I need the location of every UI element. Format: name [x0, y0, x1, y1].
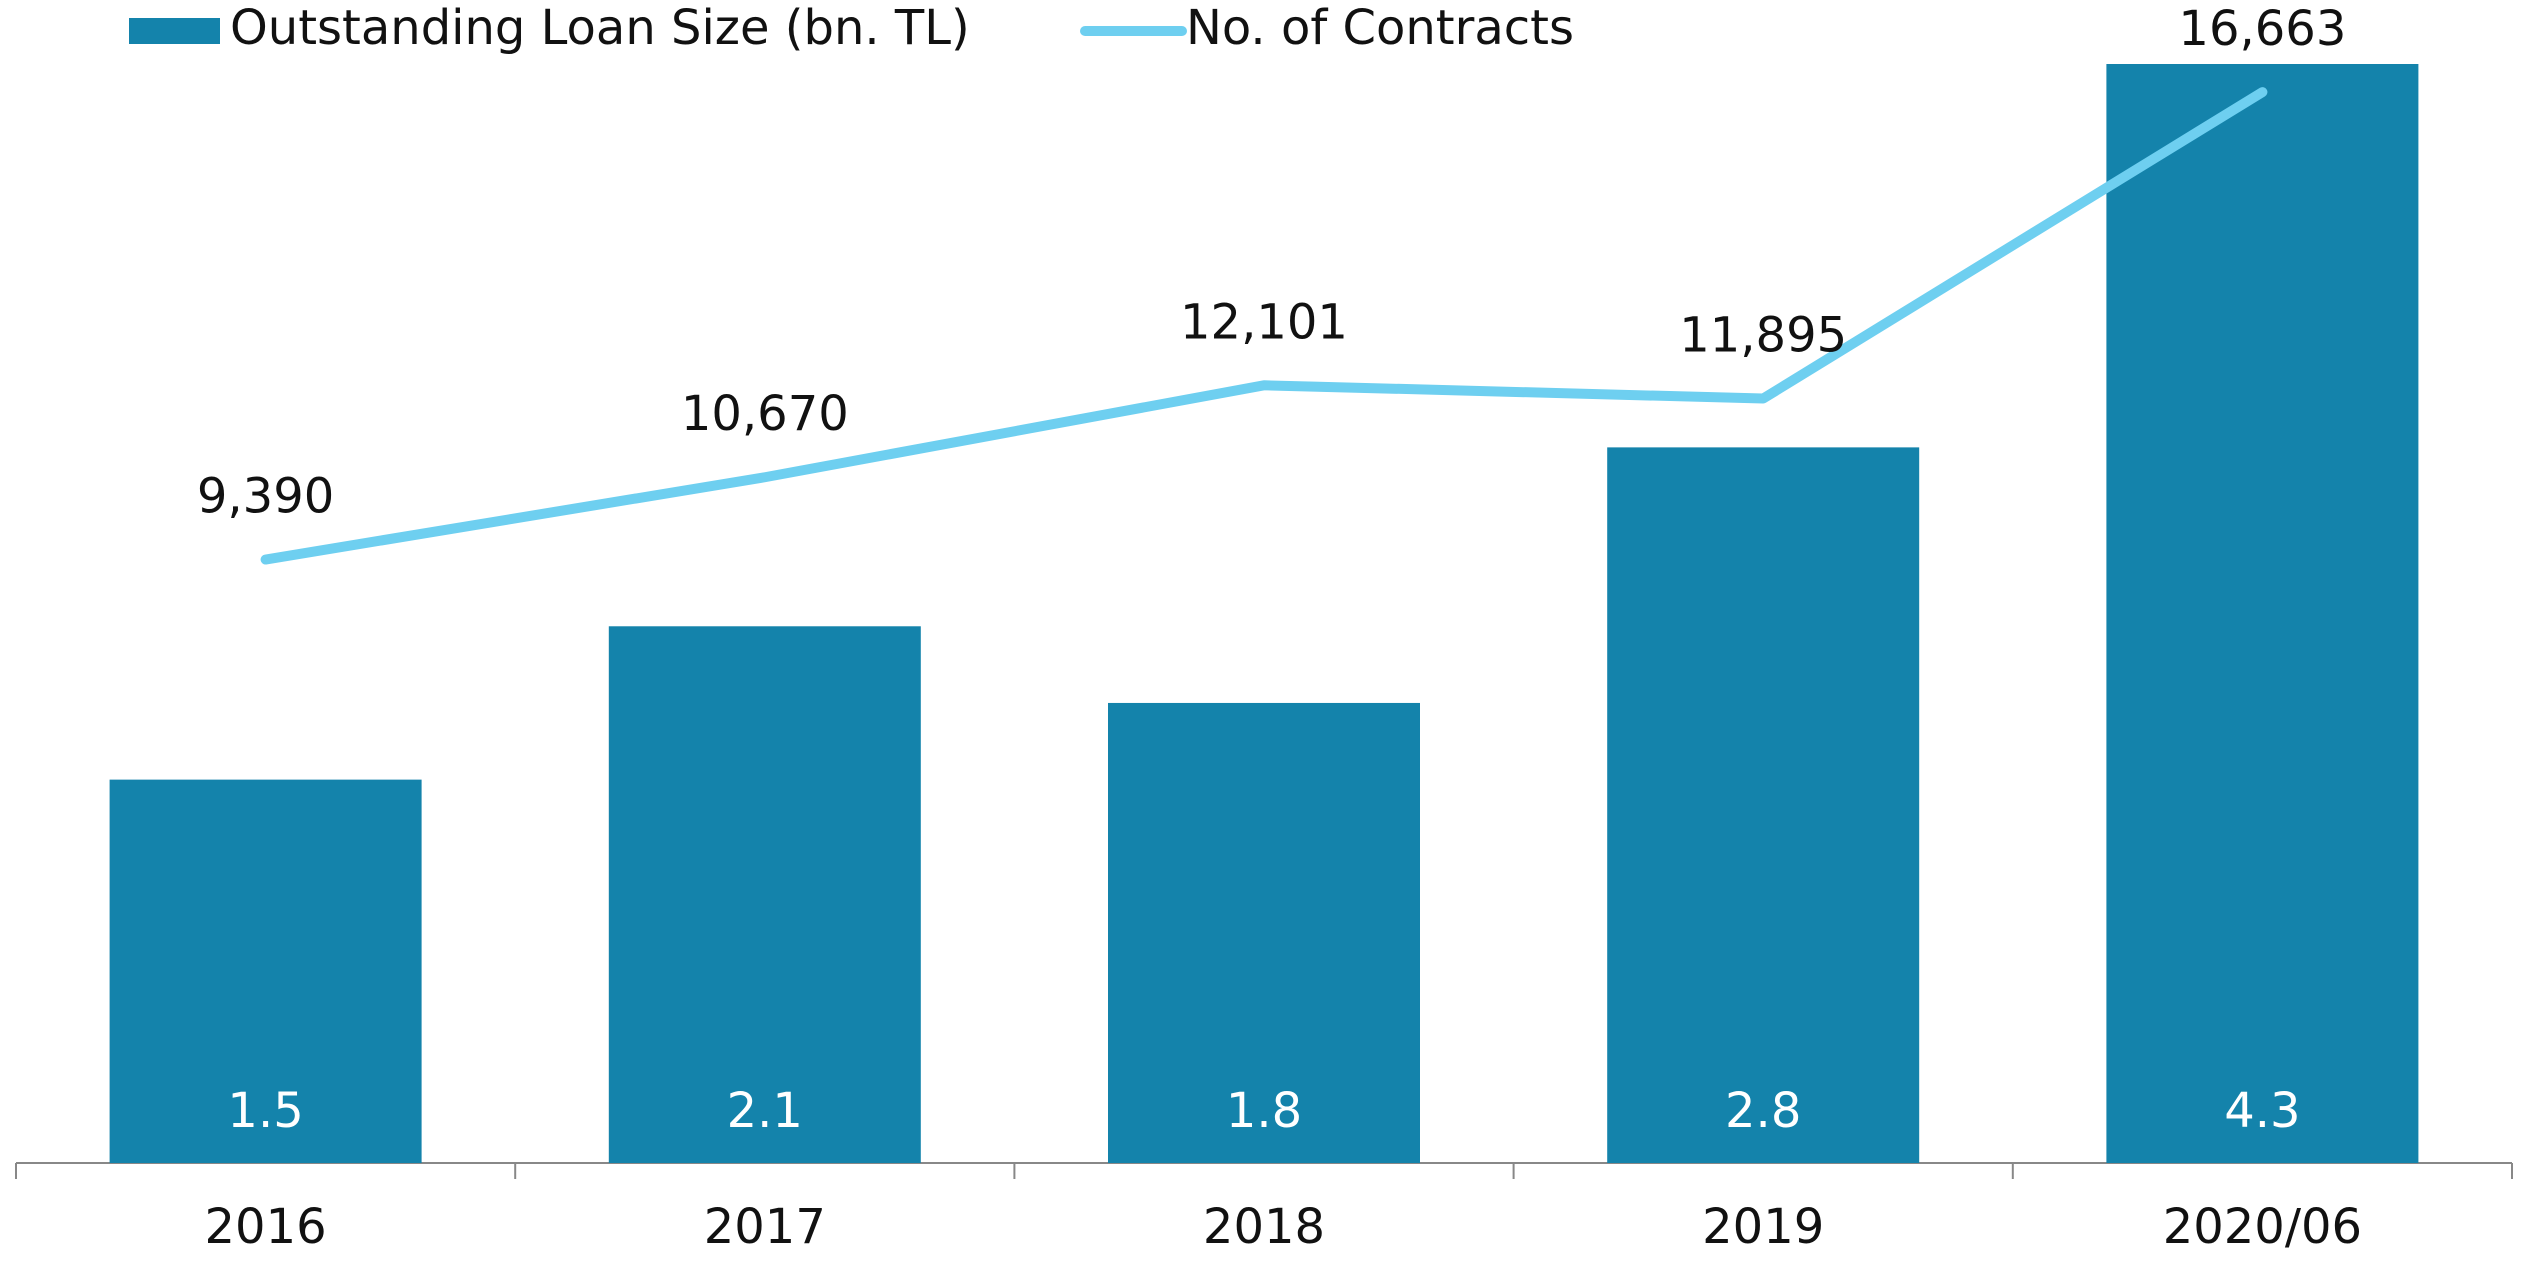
- bar: [2106, 64, 2419, 1163]
- x-tick-label: 2020/06: [2163, 1199, 2362, 1255]
- legend-label: No. of Contracts: [1186, 0, 1574, 56]
- line-value-label: 12,101: [1180, 294, 1348, 350]
- x-tick-label: 2017: [704, 1199, 826, 1255]
- line-value-label: 16,663: [2178, 1, 2346, 57]
- line-value-label: 9,390: [197, 469, 334, 525]
- legend-label: Outstanding Loan Size (bn. TL): [230, 0, 970, 56]
- bar-value-label: 1.5: [227, 1083, 303, 1139]
- x-tick-label: 2019: [1702, 1199, 1824, 1255]
- x-tick-label: 2018: [1203, 1199, 1325, 1255]
- bar: [109, 779, 422, 1163]
- line-value-label: 11,895: [1679, 308, 1847, 364]
- line: [260, 87, 2268, 565]
- x-tick-label: 2016: [205, 1199, 327, 1255]
- bar-value-label: 1.8: [1226, 1083, 1302, 1139]
- legend-swatch: [129, 18, 220, 44]
- bar-value-label: 4.3: [2224, 1083, 2300, 1139]
- bar: [1607, 447, 1920, 1164]
- bar: [608, 626, 921, 1163]
- bar: [1108, 702, 1420, 1163]
- line-value-label: 10,670: [681, 386, 849, 442]
- bar-value-label: 2.8: [1725, 1083, 1801, 1139]
- bar-value-label: 2.1: [727, 1083, 803, 1139]
